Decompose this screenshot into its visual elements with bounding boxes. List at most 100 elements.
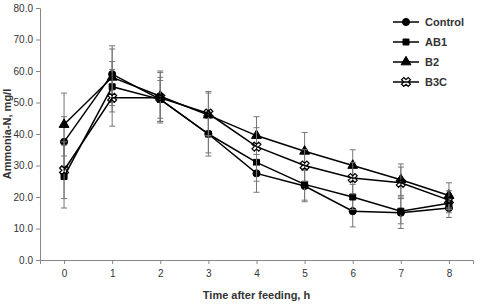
marker-shape xyxy=(59,119,69,128)
legend-marker-shape xyxy=(401,56,411,65)
error-cap xyxy=(398,167,404,168)
x-tick-label: 4 xyxy=(254,268,260,279)
marker-shape xyxy=(154,91,167,104)
marker xyxy=(250,140,263,153)
x-tick-label: 0 xyxy=(62,268,68,279)
error-cap xyxy=(350,149,356,150)
plot: 0.010.020.030.040.050.060.070.080.001234… xyxy=(14,3,474,279)
marker xyxy=(59,119,69,128)
marker xyxy=(298,159,311,172)
y-tick-mark xyxy=(36,197,40,198)
y-tick-mark xyxy=(36,134,40,135)
x-tick-mark xyxy=(353,260,354,264)
y-axis-title: Ammonia-N, mg/l xyxy=(1,89,13,179)
y-tick-mark xyxy=(36,166,40,167)
marker-shape xyxy=(350,194,356,200)
x-tick-label: 2 xyxy=(158,268,164,279)
y-tick: 20.0 xyxy=(14,192,40,203)
y-tick-label: 60.0 xyxy=(14,66,34,77)
marker xyxy=(350,194,356,200)
series xyxy=(59,49,454,208)
error-cap xyxy=(350,209,356,210)
marker xyxy=(202,107,215,120)
series xyxy=(60,46,452,229)
legend-label: B3C xyxy=(425,76,447,88)
series xyxy=(61,62,452,224)
x-tick: 8 xyxy=(447,260,453,279)
error-cap xyxy=(61,208,67,209)
y-tick: 80.0 xyxy=(14,3,40,14)
error-cap xyxy=(205,137,211,138)
x-tick-mark xyxy=(401,260,402,264)
x-tick: 6 xyxy=(350,260,356,279)
error-cap xyxy=(302,201,308,202)
y-tick-mark xyxy=(36,71,40,72)
y-tick-label: 50.0 xyxy=(14,97,34,108)
error-cap xyxy=(350,162,356,163)
y-tick-label: 0.0 xyxy=(19,255,33,266)
marker-shape xyxy=(346,171,359,184)
y-tick: 50.0 xyxy=(14,97,40,108)
x-tick-label: 8 xyxy=(447,268,453,279)
error-cap xyxy=(157,72,163,73)
error-cap xyxy=(157,122,163,123)
error-cap xyxy=(398,223,404,224)
error-cap xyxy=(446,212,452,213)
error-cap xyxy=(205,135,211,136)
series-line xyxy=(64,77,449,195)
error-cap xyxy=(109,126,115,127)
y-tick: 40.0 xyxy=(14,129,40,140)
marker-shape xyxy=(298,159,311,172)
y-tick-label: 40.0 xyxy=(14,129,34,140)
error-cap xyxy=(398,163,404,164)
marker xyxy=(346,171,359,184)
y-tick: 10.0 xyxy=(14,223,40,234)
error-cap xyxy=(302,200,308,201)
series-line xyxy=(64,98,449,200)
marker xyxy=(302,181,308,187)
y-axis-line xyxy=(36,9,41,261)
error-bar xyxy=(398,199,404,224)
y-tick-mark xyxy=(36,40,40,41)
chart: 0.010.020.030.040.050.060.070.080.001234… xyxy=(0,0,483,307)
y-tick: 70.0 xyxy=(14,34,40,45)
legend-label: Control xyxy=(425,16,464,28)
legend-marker xyxy=(399,75,412,88)
error-cap xyxy=(254,165,260,166)
marker xyxy=(398,208,404,214)
x-axis-title: Time after feeding, h xyxy=(203,289,311,301)
error-cap xyxy=(446,217,452,218)
series-line xyxy=(64,74,449,213)
y-tick-mark xyxy=(36,103,40,104)
x-tick-mark xyxy=(208,260,209,264)
error-cap xyxy=(446,190,452,191)
legend: Control AB1 B2 B3C xyxy=(393,16,464,89)
legend-line xyxy=(393,81,419,83)
error-cap xyxy=(302,149,308,150)
x-tick-mark xyxy=(112,260,113,264)
series-line xyxy=(64,87,449,211)
x-tick-mark xyxy=(449,260,450,264)
marker-shape xyxy=(302,181,308,187)
legend-marker-shape xyxy=(402,18,409,25)
error-cap xyxy=(446,209,452,210)
error-cap xyxy=(205,156,211,157)
x-tick-mark xyxy=(160,260,161,264)
error-cap xyxy=(302,132,308,133)
x-tick-mark xyxy=(64,260,65,264)
series xyxy=(57,69,455,209)
marker-shape xyxy=(105,91,118,104)
x-tick: 4 xyxy=(254,260,260,279)
x-tick: 0 xyxy=(62,260,68,279)
legend-item: AB1 xyxy=(393,36,447,48)
x-tick: 2 xyxy=(158,260,164,279)
marker-shape xyxy=(250,140,263,153)
error-cap xyxy=(254,116,260,117)
marker-shape xyxy=(202,107,215,120)
x-tick-mark xyxy=(257,260,258,264)
error-cap xyxy=(109,69,115,70)
data-area xyxy=(57,46,455,229)
y-tick: 30.0 xyxy=(14,160,40,171)
error-bar xyxy=(398,197,404,229)
legend-label: B2 xyxy=(425,56,439,68)
